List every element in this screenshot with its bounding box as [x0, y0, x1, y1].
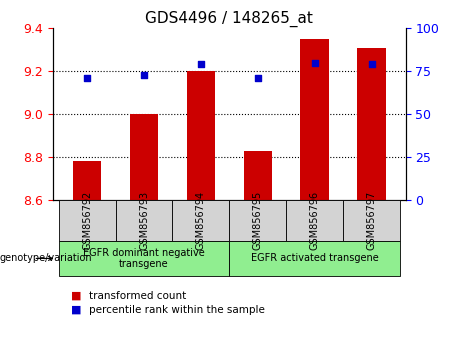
Text: ■: ■ [71, 305, 82, 315]
Text: ■: ■ [71, 291, 82, 301]
Point [140, 72, 148, 78]
Bar [243, 151, 272, 200]
Text: transformed count: transformed count [89, 291, 186, 301]
Bar [301, 39, 329, 200]
Text: GSM856795: GSM856795 [253, 191, 263, 250]
Point [197, 62, 205, 67]
Title: GDS4496 / 148265_at: GDS4496 / 148265_at [145, 11, 313, 27]
Bar [357, 48, 386, 200]
Text: genotype/variation: genotype/variation [0, 253, 93, 263]
Bar [187, 71, 215, 200]
Point [311, 60, 319, 65]
Bar [73, 161, 101, 200]
Text: GSM856797: GSM856797 [366, 191, 377, 250]
Text: GSM856793: GSM856793 [139, 191, 149, 250]
Bar [130, 114, 158, 200]
Point [368, 62, 375, 67]
Point [83, 75, 91, 81]
Text: GSM856796: GSM856796 [310, 191, 319, 250]
Point [254, 75, 261, 81]
Text: percentile rank within the sample: percentile rank within the sample [89, 305, 265, 315]
Text: GSM856794: GSM856794 [196, 191, 206, 250]
Text: EGFR dominant negative
transgene: EGFR dominant negative transgene [83, 247, 205, 269]
Text: EGFR activated transgene: EGFR activated transgene [251, 253, 378, 263]
Text: GSM856792: GSM856792 [82, 191, 92, 250]
